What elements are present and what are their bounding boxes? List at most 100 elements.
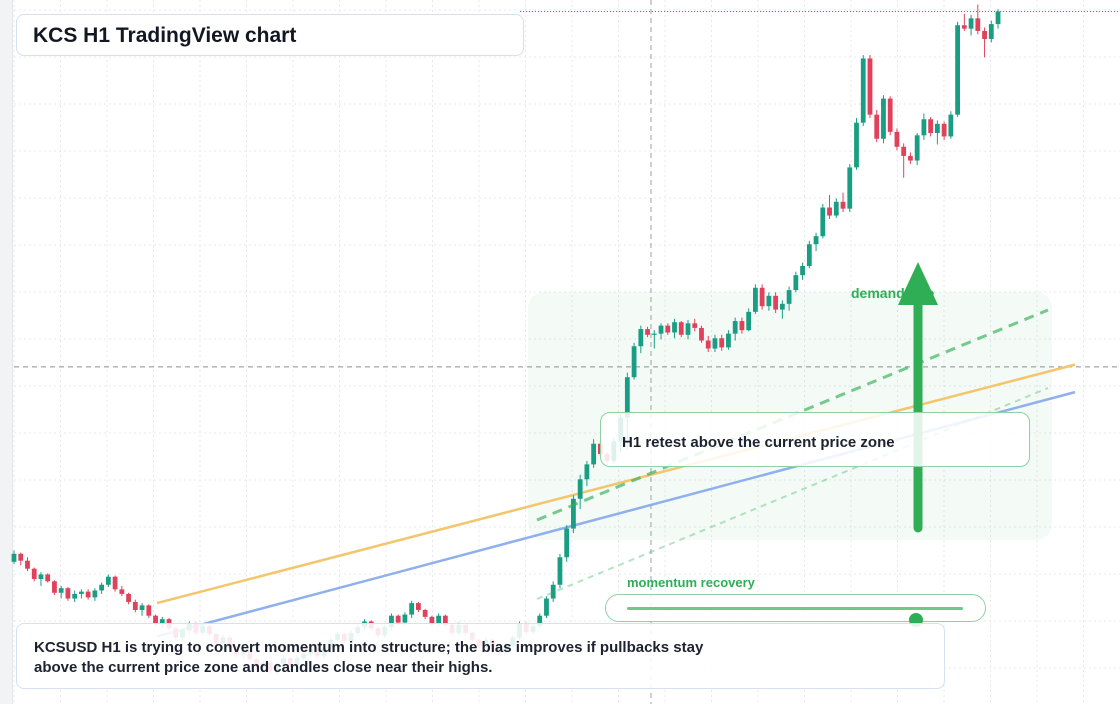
momentum-track bbox=[627, 607, 963, 627]
candle-body bbox=[887, 98, 893, 132]
candle-body bbox=[854, 122, 859, 168]
candle-body bbox=[739, 321, 745, 331]
candle-body bbox=[422, 609, 428, 617]
candle-body bbox=[874, 114, 880, 139]
candle-body bbox=[746, 311, 752, 331]
demand-ride-label: demand ride bbox=[851, 285, 935, 301]
candle-body bbox=[25, 560, 30, 569]
candle-body bbox=[45, 574, 51, 582]
candle-body bbox=[773, 295, 779, 310]
candle-body bbox=[557, 557, 563, 585]
candle-body bbox=[544, 598, 549, 616]
candle-body bbox=[18, 553, 24, 561]
candle-body bbox=[58, 588, 64, 593]
candle-body bbox=[132, 601, 138, 610]
candle-body bbox=[712, 338, 718, 349]
candle-body bbox=[961, 25, 967, 29]
candle-body bbox=[806, 244, 812, 267]
candle-body bbox=[99, 584, 105, 591]
candle-body bbox=[793, 275, 799, 291]
candle-body bbox=[988, 24, 994, 39]
candle-body bbox=[699, 327, 704, 341]
retest-note-card: H1 retest above the current price zone bbox=[600, 412, 1030, 467]
candle-body bbox=[85, 591, 91, 598]
candle-body bbox=[948, 114, 954, 137]
candle-body bbox=[820, 207, 826, 237]
candle-body bbox=[159, 619, 165, 624]
candle-body bbox=[833, 201, 839, 216]
candle-body bbox=[955, 25, 960, 115]
candle-body bbox=[840, 201, 846, 209]
candle-body bbox=[105, 576, 111, 585]
summary-text: KCSUSD H1 is trying to convert momentum … bbox=[34, 639, 704, 676]
candle-body bbox=[126, 593, 131, 602]
candle-body bbox=[753, 287, 758, 312]
bullish-arrow-head bbox=[898, 262, 938, 305]
candle-body bbox=[11, 553, 17, 562]
candle-body bbox=[402, 614, 408, 623]
candle-body bbox=[975, 18, 981, 31]
candle-body bbox=[65, 588, 71, 599]
candle-body bbox=[901, 146, 907, 156]
candle-body bbox=[651, 333, 657, 335]
candle-body bbox=[624, 377, 630, 418]
candle-body bbox=[92, 590, 98, 598]
summary-card: KCSUSD H1 is trying to convert momentum … bbox=[16, 623, 945, 689]
candle-body bbox=[678, 322, 684, 335]
candle-body bbox=[766, 295, 772, 307]
candle-body bbox=[685, 323, 691, 335]
candle-body bbox=[38, 574, 44, 580]
candle-body bbox=[52, 581, 57, 593]
candle-body bbox=[908, 155, 913, 161]
candle-body bbox=[436, 615, 442, 624]
candle-body bbox=[429, 616, 435, 624]
candle-body bbox=[719, 338, 725, 348]
candle-body bbox=[139, 605, 145, 610]
candle-body bbox=[645, 329, 650, 335]
candle-body bbox=[537, 615, 543, 627]
momentum-slider[interactable] bbox=[605, 594, 986, 627]
chart-title: KCS H1 TradingView chart bbox=[33, 24, 297, 47]
candle-body bbox=[395, 615, 401, 623]
candle-body bbox=[409, 603, 415, 615]
candle-body bbox=[847, 167, 853, 209]
candle-body bbox=[732, 321, 738, 334]
candle-body bbox=[389, 615, 394, 628]
candle-body bbox=[119, 589, 125, 594]
candle-body bbox=[631, 346, 637, 378]
candle-body bbox=[550, 584, 556, 599]
candle-body bbox=[968, 18, 974, 29]
candle-body bbox=[928, 119, 934, 134]
candle-body bbox=[786, 290, 792, 304]
candle-body bbox=[665, 325, 671, 333]
candle-body bbox=[941, 123, 947, 137]
candle-body bbox=[759, 287, 765, 307]
candle-body bbox=[577, 479, 583, 499]
candle-body bbox=[860, 58, 866, 123]
trend-channel-lower bbox=[536, 387, 1049, 600]
candle-body bbox=[779, 303, 785, 310]
candle-body bbox=[112, 576, 118, 590]
candle-body bbox=[79, 591, 84, 594]
candle-body bbox=[153, 615, 158, 624]
candle-body bbox=[705, 340, 711, 349]
candle-body bbox=[442, 615, 448, 625]
candle-body bbox=[72, 593, 78, 599]
candle-body bbox=[921, 119, 927, 136]
candle-body bbox=[934, 123, 940, 134]
title-card: KCS H1 TradingView chart bbox=[16, 14, 524, 56]
candle-body bbox=[982, 30, 987, 39]
candle-body bbox=[416, 603, 421, 610]
retest-note-text: H1 retest above the current price zone bbox=[622, 434, 895, 451]
candle-body bbox=[638, 329, 644, 347]
candle-body bbox=[672, 322, 677, 333]
candle-body bbox=[31, 568, 37, 580]
candle-body bbox=[726, 333, 731, 348]
candle-body bbox=[658, 325, 664, 334]
candle-body bbox=[591, 443, 597, 465]
candle-body bbox=[813, 236, 819, 245]
candle-body bbox=[800, 266, 805, 276]
candle-body bbox=[881, 98, 886, 139]
candle-body bbox=[995, 11, 1001, 25]
